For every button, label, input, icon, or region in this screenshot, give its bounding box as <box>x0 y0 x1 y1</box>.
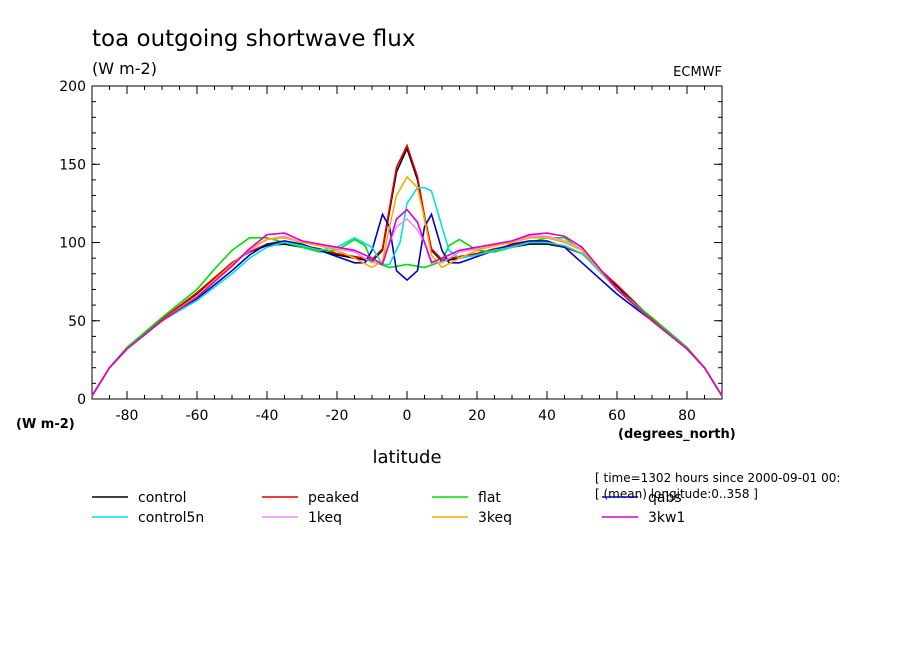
legend-label-3keq: 3keq <box>478 510 512 526</box>
x-tick-label: -80 <box>116 408 139 424</box>
y-tick-label: 50 <box>68 314 86 330</box>
legend-label-1keq: 1keq <box>308 510 342 526</box>
y-tick-label: 200 <box>59 79 86 95</box>
y-tick-label: 150 <box>59 157 86 173</box>
x-tick-label: 20 <box>468 408 486 424</box>
x-tick-label: 80 <box>678 408 696 424</box>
legend-label-peaked: peaked <box>308 490 359 506</box>
legend-label-control5n: control5n <box>138 510 204 526</box>
x-tick-label: 40 <box>538 408 556 424</box>
legend: control peaked flat qabs control5n 1keq 3keq 3k… <box>92 490 685 526</box>
legend-label-flat: flat <box>478 490 501 506</box>
plot-frame <box>91 85 723 400</box>
chart-source: ECMWF <box>673 65 722 80</box>
series-lines <box>91 143 723 397</box>
x-units-label: (degrees_north) <box>618 427 736 442</box>
x-tick-label: 0 <box>403 408 412 424</box>
series-line-3kw1 <box>91 208 723 397</box>
axis-ticks: -80 -60 -40 -20 0 20 40 60 80 0 50 100 150 200 <box>59 79 722 424</box>
series-line-control5n <box>91 186 723 397</box>
series-line-flat <box>91 237 723 397</box>
series-line-peaked <box>91 143 723 397</box>
y-tick-label: 100 <box>59 236 86 252</box>
series-line-control <box>91 146 723 397</box>
x-tick-label: -40 <box>256 408 279 424</box>
x-tick-label: -60 <box>186 408 209 424</box>
x-tick-label: -20 <box>326 408 349 424</box>
x-axis-label: latitude <box>372 447 441 468</box>
chart-title: toa outgoing shortwave flux <box>92 26 415 52</box>
legend-label-control: control <box>138 490 187 506</box>
x-tick-label: 60 <box>608 408 626 424</box>
y-units-label: (W m-2) <box>16 417 75 432</box>
series-line-1keq <box>91 217 723 397</box>
minor-ticks <box>91 85 723 400</box>
series-line-qabs <box>91 212 723 397</box>
info-line-1: [ time=1302 hours since 2000-09-01 00: <box>595 471 840 485</box>
y-tick-label: 0 <box>77 392 86 408</box>
legend-label-qabs: qabs <box>648 490 682 506</box>
legend-label-3kw1: 3kw1 <box>648 510 685 526</box>
chart-units: (W m-2) <box>92 59 157 78</box>
